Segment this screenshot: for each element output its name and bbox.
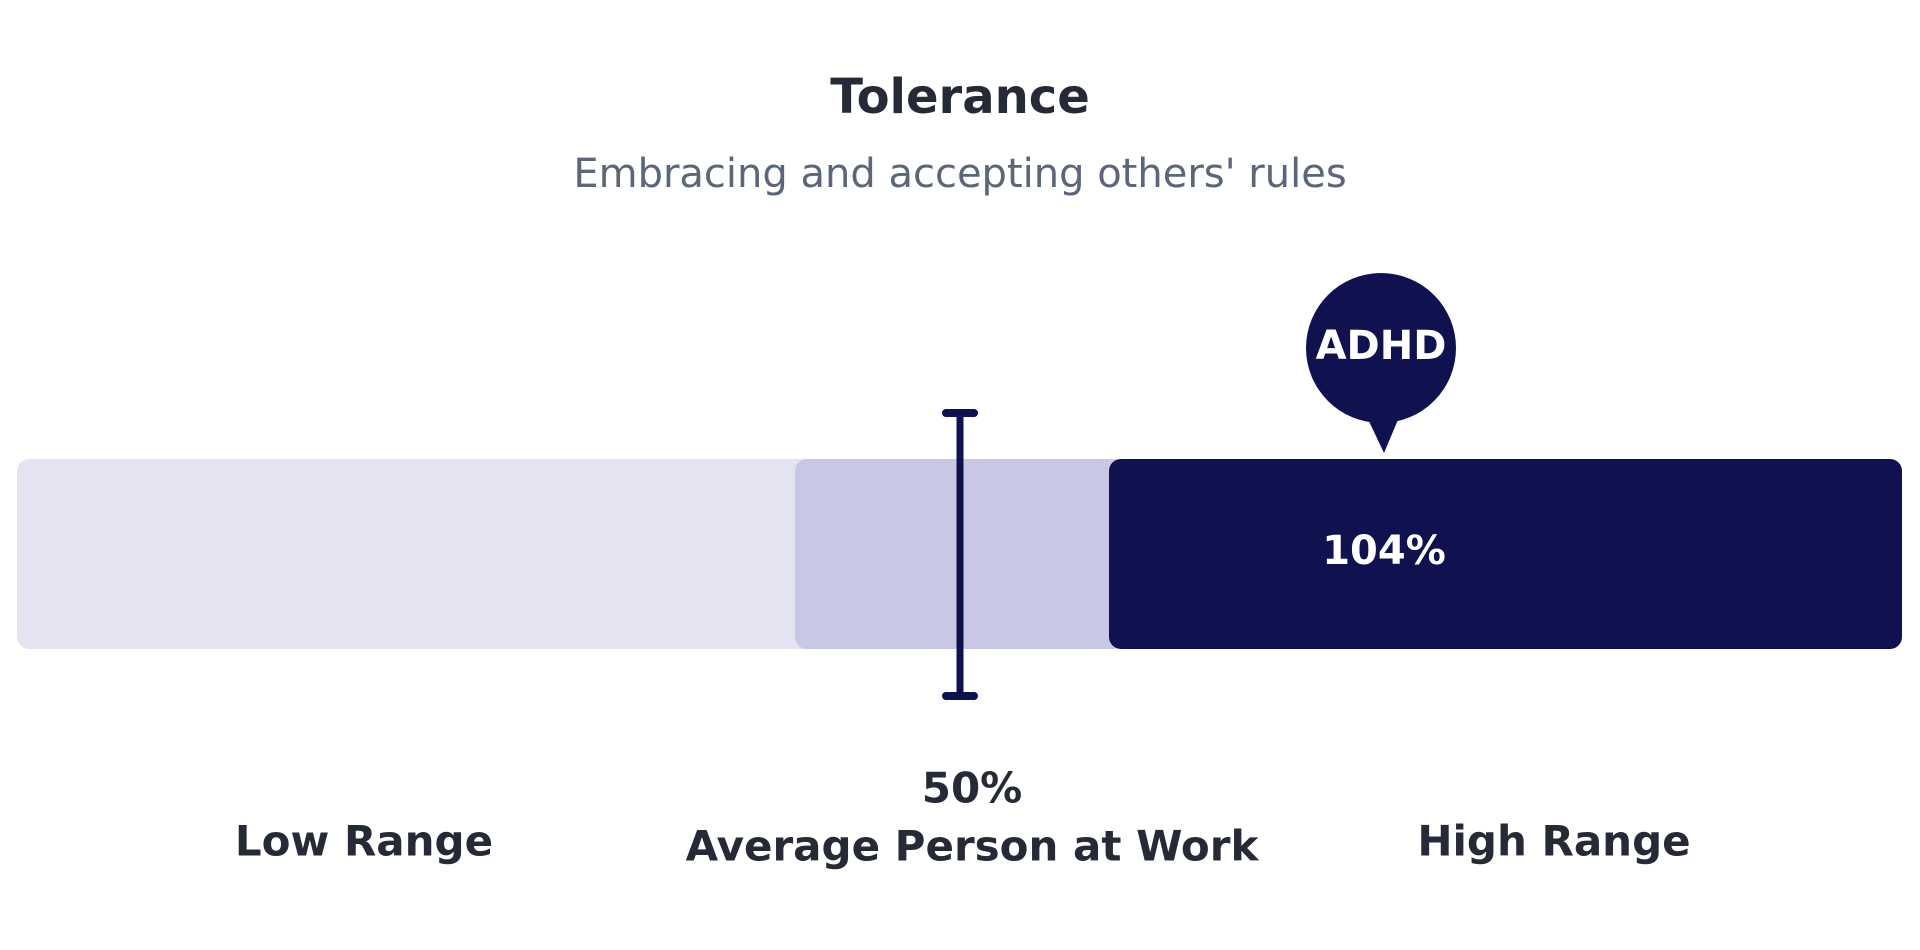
high-range-label: High Range bbox=[1417, 817, 1690, 866]
high-range-bar bbox=[1109, 459, 1902, 649]
low-range-bar bbox=[17, 459, 817, 649]
marker-label: ADHD bbox=[1316, 323, 1447, 369]
marker-value: 104% bbox=[1322, 528, 1446, 574]
average-value: 50% bbox=[922, 764, 1023, 813]
low-range-label: Low Range bbox=[235, 817, 493, 866]
average-label: Average Person at Work bbox=[686, 822, 1260, 871]
marker-bubble bbox=[1306, 273, 1456, 453]
average-whisker bbox=[942, 409, 978, 700]
subtitle: Embracing and accepting others' rules bbox=[573, 151, 1346, 197]
title: Tolerance bbox=[830, 69, 1090, 125]
